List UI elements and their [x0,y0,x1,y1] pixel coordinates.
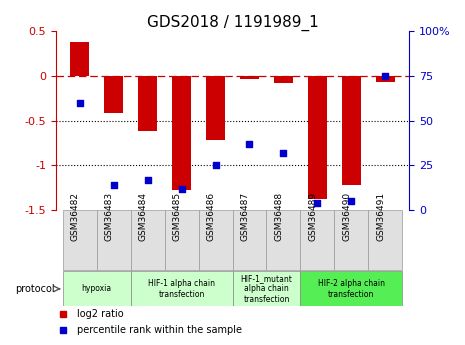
Title: GDS2018 / 1191989_1: GDS2018 / 1191989_1 [146,15,319,31]
Point [280,150,287,156]
Text: HIF-2 alpha chain
transfection: HIF-2 alpha chain transfection [318,279,385,298]
Text: GSM36488: GSM36488 [274,192,284,241]
Bar [104,76,123,114]
Point [144,177,151,183]
Text: GSM36482: GSM36482 [71,192,80,241]
Point [76,100,83,106]
FancyBboxPatch shape [368,210,402,270]
Bar [376,76,395,82]
FancyBboxPatch shape [97,210,131,270]
Text: GSM36489: GSM36489 [308,192,318,241]
Text: GSM36487: GSM36487 [240,192,250,241]
Text: hypoxia: hypoxia [81,284,112,293]
FancyBboxPatch shape [300,210,334,270]
Text: log2 ratio: log2 ratio [77,309,124,319]
Text: percentile rank within the sample: percentile rank within the sample [77,325,242,335]
FancyBboxPatch shape [232,210,266,270]
Text: GSM36486: GSM36486 [206,192,215,241]
FancyBboxPatch shape [63,210,97,270]
Text: HIF-1_mutant
alpha chain
transfection: HIF-1_mutant alpha chain transfection [240,274,292,304]
Point [246,141,253,147]
Text: GSM36485: GSM36485 [173,192,181,241]
FancyBboxPatch shape [300,270,402,306]
Point [110,182,117,188]
Text: GSM36491: GSM36491 [376,192,385,241]
Bar [342,76,361,185]
Bar [240,76,259,79]
Bar [274,76,293,83]
FancyBboxPatch shape [232,270,300,306]
FancyBboxPatch shape [165,210,199,270]
FancyBboxPatch shape [131,210,165,270]
Bar [308,76,327,199]
FancyBboxPatch shape [266,210,300,270]
Point [382,73,389,79]
Point [348,198,355,204]
FancyBboxPatch shape [131,270,232,306]
Text: GSM36490: GSM36490 [342,192,352,241]
FancyBboxPatch shape [63,270,131,306]
Text: protocol: protocol [15,284,55,294]
Point [314,200,321,206]
Text: GSM36483: GSM36483 [105,192,113,241]
Text: GSM36484: GSM36484 [139,192,147,241]
Bar [70,42,89,76]
FancyBboxPatch shape [199,210,232,270]
Bar [206,76,225,140]
Text: HIF-1 alpha chain
transfection: HIF-1 alpha chain transfection [148,279,215,298]
Point [178,186,185,191]
Point [212,162,219,168]
Bar [138,76,157,131]
FancyBboxPatch shape [334,210,368,270]
Bar [172,76,191,190]
